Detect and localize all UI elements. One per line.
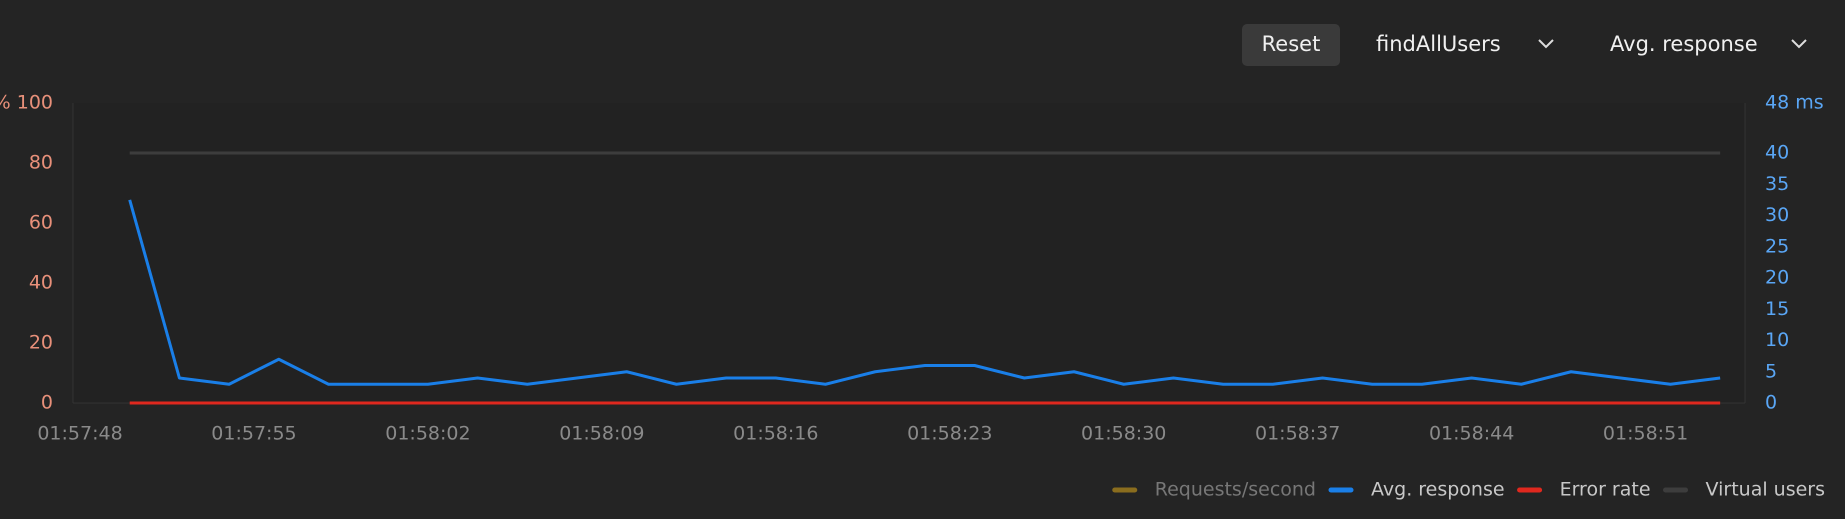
x-tick-label: 01:57:55 [211, 423, 296, 445]
x-tick-label: 01:58:51 [1603, 423, 1688, 445]
y2-tick-label: 5 [1765, 360, 1777, 382]
plot-area [73, 103, 1745, 403]
y2-tick-label: 15 [1765, 298, 1789, 320]
y2-tick-label: 10 [1765, 329, 1789, 351]
x-tick-label: 01:58:02 [385, 423, 470, 445]
y2-tick-label: 20 [1765, 267, 1789, 289]
y-tick-label: 80 [29, 152, 53, 174]
y-tick-label: 0 [41, 392, 53, 414]
y2-tick-label: 40 [1765, 142, 1789, 164]
x-tick-label: 01:58:44 [1429, 423, 1514, 445]
legend-label[interactable]: Error rate [1560, 479, 1651, 501]
legend-label[interactable]: Avg. response [1371, 479, 1505, 501]
dropdown-caret[interactable] [1538, 39, 1554, 49]
x-tick-label: 01:57:48 [37, 423, 122, 445]
reset-button[interactable]: Reset [1262, 32, 1321, 56]
y-tick-label: 40 [29, 272, 53, 294]
endpoint-select[interactable]: findAllUsers [1376, 32, 1501, 56]
legend-label[interactable]: Requests/second [1155, 479, 1316, 501]
metric-select[interactable]: Avg. response [1610, 32, 1758, 56]
legend-label[interactable]: Virtual users [1706, 479, 1825, 501]
x-tick-label: 01:58:23 [907, 423, 992, 445]
y2-tick-label: 35 [1765, 173, 1789, 195]
series-line [128, 199, 1721, 386]
y2-tick-label: 0 [1765, 392, 1777, 414]
dropdown-caret[interactable] [1791, 39, 1807, 49]
x-tick-label: 01:58:09 [559, 423, 644, 445]
y2-tick-label: 25 [1765, 235, 1789, 257]
x-tick-label: 01:58:37 [1255, 423, 1340, 445]
y2-tick-label: 30 [1765, 204, 1789, 226]
y-tick-label: 60 [29, 212, 53, 234]
reset-button-bg[interactable] [1242, 24, 1340, 66]
y2-tick-label: 48 ms [1765, 92, 1824, 114]
y-tick-label: % 100 [0, 92, 53, 114]
y-tick-label: 20 [29, 332, 53, 354]
x-tick-label: 01:58:16 [733, 423, 818, 445]
x-tick-label: 01:58:30 [1081, 423, 1166, 445]
